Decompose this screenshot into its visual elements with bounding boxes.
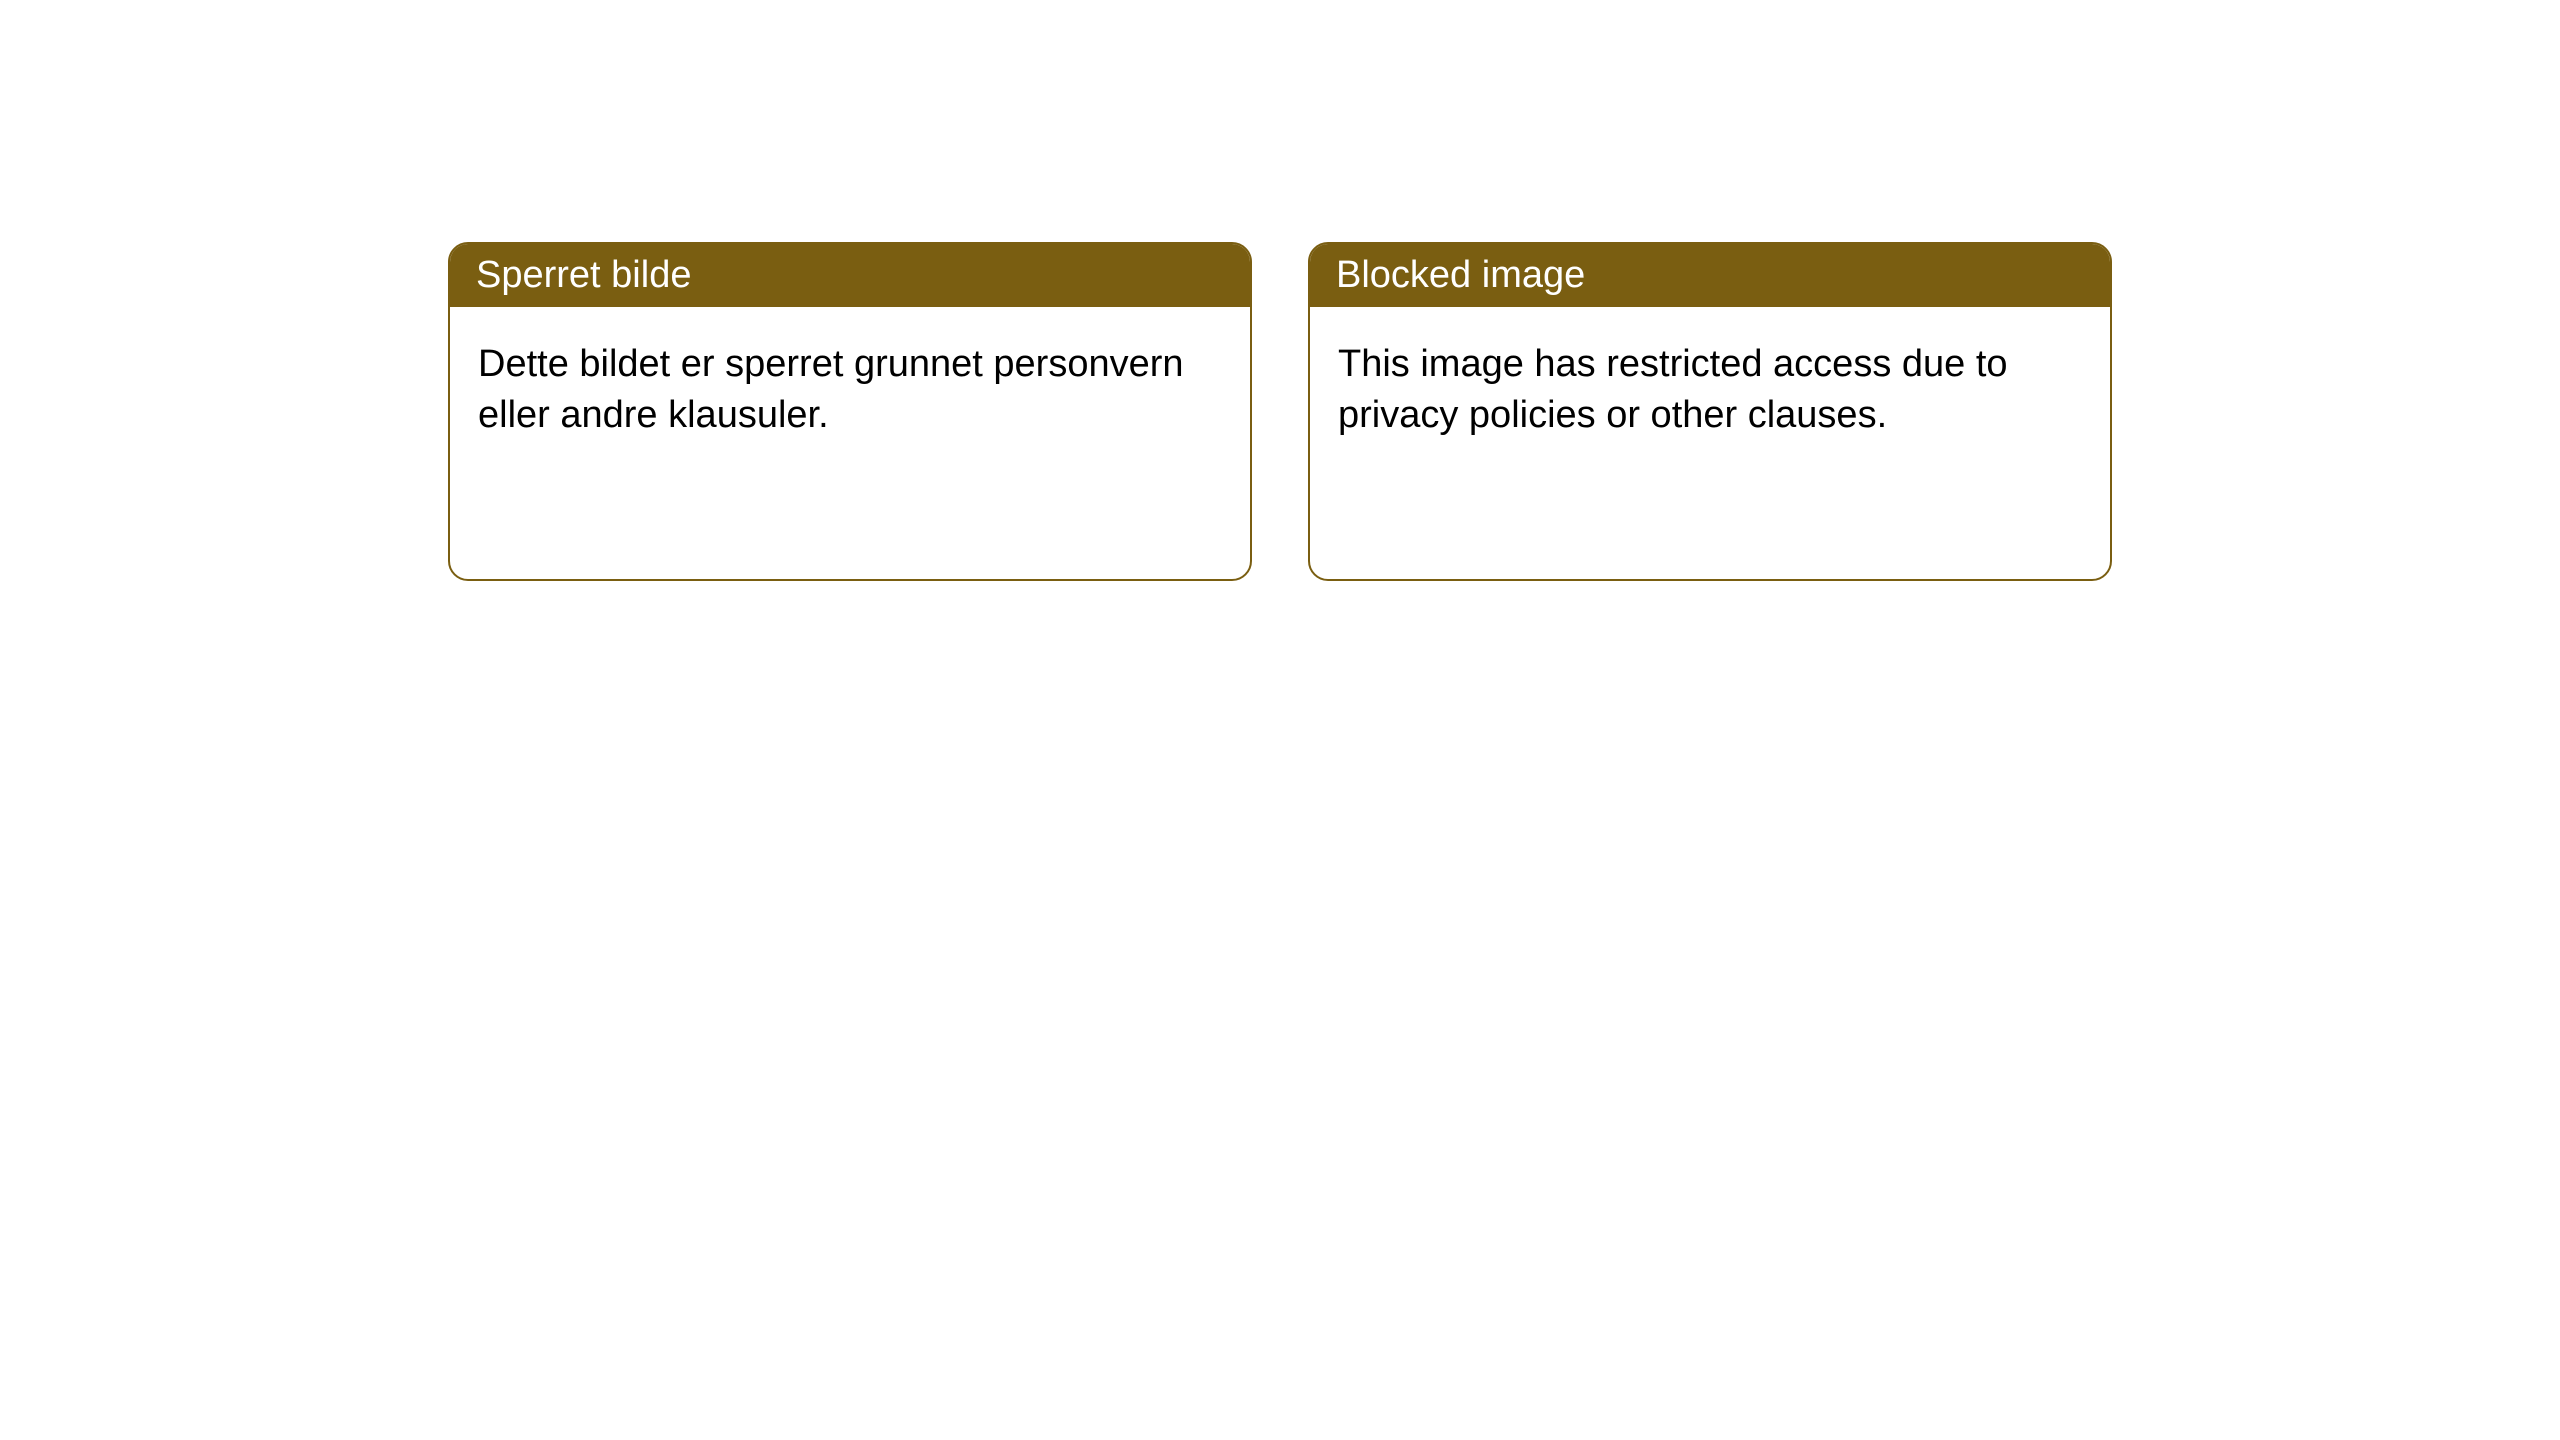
notice-container: Sperret bilde Dette bildet er sperret gr… xyxy=(0,0,2560,581)
notice-text: This image has restricted access due to … xyxy=(1338,343,2008,436)
notice-card-english: Blocked image This image has restricted … xyxy=(1308,242,2112,581)
notice-header-english: Blocked image xyxy=(1310,244,2110,307)
notice-body-english: This image has restricted access due to … xyxy=(1310,307,2110,579)
notice-card-norwegian: Sperret bilde Dette bildet er sperret gr… xyxy=(448,242,1252,581)
notice-text: Dette bildet er sperret grunnet personve… xyxy=(478,343,1184,436)
notice-body-norwegian: Dette bildet er sperret grunnet personve… xyxy=(450,307,1250,579)
notice-header-norwegian: Sperret bilde xyxy=(450,244,1250,307)
notice-title: Blocked image xyxy=(1336,254,1585,296)
notice-title: Sperret bilde xyxy=(476,254,691,296)
